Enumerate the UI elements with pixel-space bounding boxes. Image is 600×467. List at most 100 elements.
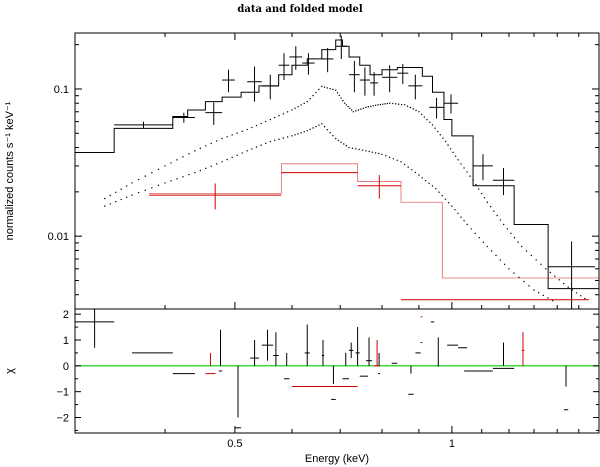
model-dot xyxy=(444,140,447,143)
model-dot xyxy=(309,128,311,131)
model-dot xyxy=(294,134,296,136)
model-dot xyxy=(278,138,280,140)
model-dot xyxy=(547,297,549,299)
model-dot xyxy=(188,174,190,176)
model-dot xyxy=(291,109,293,111)
x-tick-label: 0.5 xyxy=(227,438,242,450)
model-dot xyxy=(449,148,452,150)
model-dot xyxy=(447,201,450,204)
model-dot xyxy=(457,159,459,161)
model-dot xyxy=(486,201,489,203)
model-dot xyxy=(429,121,431,123)
model-dot xyxy=(297,133,299,135)
model-dot xyxy=(306,100,308,103)
model-dot xyxy=(414,171,417,174)
model-dot xyxy=(426,118,428,121)
model-dot xyxy=(418,174,420,176)
model-dot xyxy=(318,88,320,91)
model-dot xyxy=(580,295,582,297)
model-dot xyxy=(358,148,360,151)
model-dot xyxy=(521,245,523,248)
model-dot xyxy=(312,127,314,129)
model-dot xyxy=(125,196,128,199)
model-dot xyxy=(447,144,449,146)
model-dot xyxy=(412,108,414,110)
model-dot xyxy=(352,111,355,113)
model-dot xyxy=(424,179,427,182)
model-dot xyxy=(282,113,285,115)
model-dot xyxy=(321,123,323,125)
model-dot xyxy=(421,177,423,179)
model-dot xyxy=(482,241,485,243)
model-dot xyxy=(545,268,547,270)
model-dot xyxy=(345,104,348,106)
model-dot xyxy=(442,137,444,139)
model-dot xyxy=(525,250,528,252)
model-dot xyxy=(389,102,391,104)
model-dot xyxy=(355,110,357,112)
model-dot xyxy=(321,85,323,88)
model-dot xyxy=(329,88,331,90)
model-dot xyxy=(478,237,480,239)
model-dot xyxy=(144,189,146,191)
model-dot xyxy=(361,149,364,151)
model-dot xyxy=(241,130,243,133)
model-dot xyxy=(584,297,586,300)
model-dot xyxy=(194,150,196,152)
model-dot xyxy=(199,147,202,150)
model-dot xyxy=(306,130,308,132)
model-dot xyxy=(523,280,525,283)
model-line-0 xyxy=(75,39,599,290)
y-tick-label: 1 xyxy=(63,335,69,347)
model-dot xyxy=(463,220,465,222)
model-dot xyxy=(164,182,166,184)
model-dot xyxy=(418,111,420,113)
model-dot xyxy=(374,152,377,154)
model-dot xyxy=(343,102,346,104)
model-dot xyxy=(382,103,384,105)
model-dot xyxy=(434,127,436,129)
model-dot xyxy=(326,129,329,131)
model-dot xyxy=(558,279,560,281)
model-dot xyxy=(475,183,477,186)
bottom-panel-content xyxy=(75,309,599,429)
model-dot xyxy=(221,161,223,163)
model-dot xyxy=(104,197,106,200)
model-dot xyxy=(549,271,551,274)
model-line-1 xyxy=(148,163,599,279)
model-dot xyxy=(371,151,374,153)
model-dot xyxy=(400,103,403,106)
model-dot xyxy=(454,209,456,211)
y-tick-label: −2 xyxy=(56,413,69,425)
y-tick-label: 2 xyxy=(63,309,69,321)
model-dot xyxy=(273,116,276,119)
model-dot xyxy=(493,210,495,212)
model-dot xyxy=(312,94,314,97)
model-dot xyxy=(355,148,357,150)
model-dot xyxy=(343,143,345,145)
model-dot xyxy=(347,105,349,108)
model-dot xyxy=(377,104,379,106)
model-dot xyxy=(137,191,140,194)
model-dot xyxy=(372,105,374,107)
model-dot xyxy=(396,159,398,161)
top-panel-content xyxy=(75,35,599,309)
model-dot xyxy=(360,108,362,110)
model-dot xyxy=(221,137,223,140)
model-dot xyxy=(231,134,233,136)
model-dot xyxy=(236,132,238,134)
y-tick-label: −1 xyxy=(56,387,69,399)
model-dot xyxy=(315,125,317,128)
y-tick-label: 0.1 xyxy=(54,84,69,96)
model-dot xyxy=(273,139,276,142)
model-dot xyxy=(335,137,337,140)
model-dot xyxy=(286,111,289,113)
model-dot xyxy=(323,86,326,88)
model-dot xyxy=(226,158,228,161)
model-dot xyxy=(300,132,302,134)
model-dot xyxy=(210,142,212,145)
model-dot xyxy=(176,159,178,161)
axis-ticks: 0.5 1 0.1 0.01 2 1 0 −1 −2 xyxy=(48,33,599,450)
model-dot xyxy=(518,276,520,279)
model-dot xyxy=(431,124,434,126)
